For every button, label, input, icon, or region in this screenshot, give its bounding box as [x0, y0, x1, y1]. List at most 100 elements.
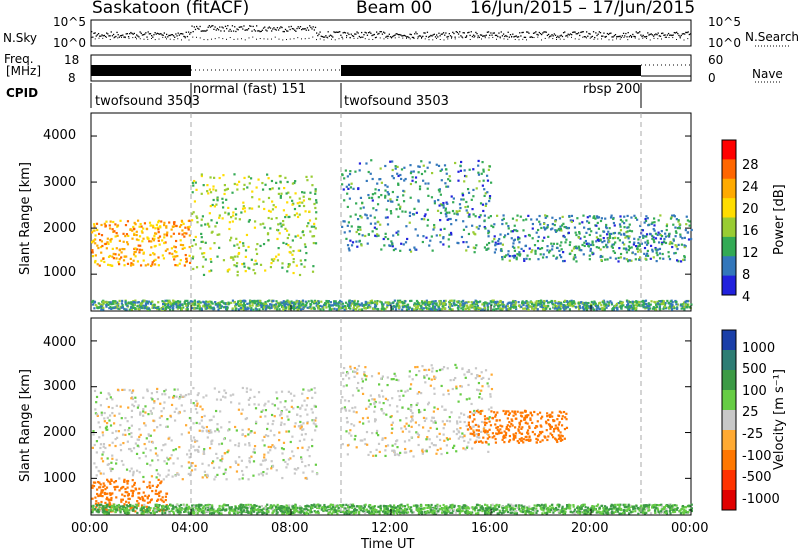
- power-echo-cell: [471, 303, 474, 306]
- power-echo-cell: [191, 181, 194, 184]
- power-echo-cell: [233, 301, 236, 304]
- power-echo-cell: [171, 225, 174, 228]
- nsearch-point: [597, 38, 599, 40]
- power-echo-cell: [403, 301, 406, 305]
- nsky-point: [535, 31, 537, 33]
- nsky-point: [558, 36, 560, 39]
- nsky-point: [156, 32, 159, 35]
- velocity-echo-cell: [180, 465, 183, 468]
- power-echo-cell: [417, 171, 420, 174]
- power-echo-cell: [558, 217, 562, 220]
- power-echo-cell: [648, 303, 651, 306]
- power-echo-cell: [643, 221, 646, 224]
- velocity-echo-cell: [439, 447, 442, 450]
- power-echo-cell: [525, 218, 528, 221]
- nsky-point: [149, 33, 152, 35]
- power-echo-cell: [460, 307, 463, 310]
- power-echo-cell: [465, 209, 468, 212]
- power-echo-cell: [420, 305, 423, 308]
- velocity-echo-cell: [411, 378, 414, 381]
- nsearch-point: [458, 36, 460, 38]
- nsky-point: [289, 28, 291, 31]
- velocity-echo-cell: [291, 435, 294, 438]
- power-echo-cell: [686, 303, 689, 306]
- power-echo-cell: [108, 224, 111, 227]
- power-echo-cell: [533, 308, 536, 311]
- power-echo-cell: [437, 305, 440, 308]
- velocity-echo-cell: [110, 479, 113, 482]
- nsky-point: [340, 34, 342, 36]
- power-echo-cell: [349, 307, 352, 310]
- velocity-echo-cell: [264, 409, 268, 412]
- nsearch-point: [634, 37, 636, 39]
- power-echo-cell: [569, 302, 572, 305]
- power-echo-cell: [132, 306, 135, 309]
- power-echo-cell: [627, 301, 630, 304]
- power-echo-cell: [684, 229, 687, 232]
- power-echo-cell: [597, 227, 601, 230]
- power-echo-cell: [270, 303, 273, 306]
- power-echo-cell: [142, 304, 145, 307]
- nsky-point: [643, 36, 645, 38]
- nsky-point: [192, 30, 194, 33]
- power-echo-cell: [366, 306, 369, 309]
- nsky-point: [412, 36, 415, 39]
- power-echo-cell: [152, 306, 156, 309]
- velocity-echo-cell: [471, 447, 474, 450]
- power-echo-cell: [212, 198, 215, 202]
- power-echo-cell: [625, 219, 628, 222]
- power-echo-cell: [109, 264, 112, 267]
- power-echo-cell: [679, 233, 682, 236]
- velocity-echo-cell: [421, 365, 424, 368]
- nsky-point: [436, 34, 438, 36]
- power-echo-cell: [475, 187, 478, 190]
- nsky-point: [260, 30, 262, 33]
- power-echo-cell: [261, 181, 264, 185]
- power-echo-cell: [660, 301, 663, 304]
- nsky-point: [562, 32, 565, 34]
- power-echo-cell: [301, 201, 304, 204]
- nsky-point: [326, 36, 328, 39]
- power-echo-cell: [222, 206, 225, 209]
- power-echo-cell: [251, 304, 254, 307]
- power-echo-cell: [505, 254, 508, 257]
- power-echo-cell: [196, 304, 199, 308]
- velocity-echo-cell: [190, 439, 193, 442]
- nsearch-point: [312, 36, 314, 38]
- power-echo-cell: [478, 180, 481, 183]
- power-echo-cell: [315, 201, 318, 204]
- power-echo-cell: [632, 307, 635, 310]
- nsky-point: [556, 36, 558, 39]
- power-echo-cell: [137, 238, 140, 242]
- power-echo-cell: [372, 307, 375, 311]
- power-echo-cell: [175, 300, 178, 303]
- nsky-point: [447, 35, 449, 38]
- velocity-echo-cell: [306, 422, 309, 425]
- power-echo-cell: [676, 306, 679, 309]
- velocity-echo-cell: [280, 413, 283, 416]
- power-echo-cell: [410, 299, 413, 302]
- power-echo-cell: [126, 243, 130, 246]
- power-echo-cell: [115, 247, 118, 250]
- nsearch-point: [518, 39, 520, 41]
- power-echo-cell: [567, 226, 571, 230]
- velocity-echo-cell: [99, 391, 103, 394]
- nsky-point: [547, 33, 550, 36]
- power-echo-cell: [653, 217, 656, 220]
- power-echo-cell: [540, 301, 543, 304]
- power-echo-cell: [513, 249, 517, 252]
- nsky-point: [385, 36, 387, 38]
- velocity-echo-cell: [306, 397, 309, 400]
- power-echo-cell: [671, 306, 674, 309]
- power-echo-cell: [196, 307, 199, 310]
- power-echo-cell: [591, 306, 594, 309]
- nsearch-point: [199, 37, 201, 39]
- power-echo-cell: [377, 196, 380, 199]
- nsearch-point: [604, 36, 606, 38]
- power-echo-cell: [396, 304, 399, 307]
- velocity-echo-cell: [153, 429, 156, 432]
- power-echo-cell: [151, 304, 154, 307]
- power-echo-cell: [202, 273, 206, 277]
- power-echo-cell: [118, 258, 121, 261]
- power-echo-cell: [347, 221, 351, 224]
